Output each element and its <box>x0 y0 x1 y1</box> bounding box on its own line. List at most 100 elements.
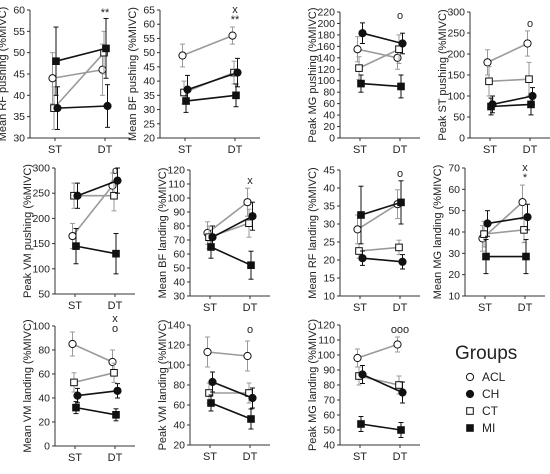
y-tick-label: 300 <box>32 163 50 175</box>
y-tick-label: 60 <box>38 369 50 381</box>
x-tick-label: DT <box>243 302 258 314</box>
series-line <box>77 390 118 397</box>
data-point <box>203 347 212 357</box>
data-point <box>68 231 77 241</box>
series-mi <box>182 83 240 113</box>
data-point <box>48 74 57 83</box>
series-line <box>182 34 233 57</box>
y-tick-label: 90 <box>323 365 335 377</box>
data-point <box>353 225 362 234</box>
series-line <box>55 47 107 62</box>
series-line <box>75 245 117 255</box>
x-tick-label: ST <box>353 144 367 156</box>
series-acl <box>178 26 237 68</box>
y-tick-label: 180 <box>317 29 335 41</box>
data-point <box>73 391 82 400</box>
data-point <box>525 75 533 84</box>
y-tick-label: 20 <box>38 417 50 429</box>
y-tick-label: 0 <box>329 133 335 145</box>
y-tick-label: 150 <box>447 70 465 82</box>
y-tick-label: 80 <box>38 345 50 357</box>
y-tick-label: 45 <box>143 61 155 73</box>
y-tick-label: 20 <box>173 440 185 452</box>
series-mi <box>357 74 405 99</box>
series-line <box>77 179 118 197</box>
y-tick-label: 40 <box>173 277 185 289</box>
data-point <box>353 353 362 363</box>
data-point <box>232 91 240 100</box>
x-tick-label: DT <box>243 451 258 463</box>
series-line <box>57 105 108 109</box>
legend-marker <box>466 407 474 415</box>
significance-marker: o <box>112 165 118 177</box>
y-tick-label: 50 <box>173 263 185 275</box>
y-tick-label: 50 <box>453 112 465 124</box>
data-point <box>355 64 363 72</box>
series-line <box>72 343 113 363</box>
series-line <box>488 78 530 83</box>
legend-marker <box>465 389 475 399</box>
significance-marker: x <box>112 313 118 325</box>
significance-marker: * <box>523 172 528 184</box>
series-acl <box>353 336 402 368</box>
data-point <box>70 378 78 387</box>
series-line <box>487 42 528 64</box>
y-tick-label: 100 <box>317 75 335 87</box>
y-tick-label: 55 <box>143 33 155 45</box>
y-tick-label: 65 <box>143 5 155 17</box>
data-point <box>353 45 362 54</box>
y-tick-label: 20 <box>143 133 155 145</box>
y-tick-label: 20 <box>448 269 460 281</box>
series-ch <box>73 383 122 404</box>
y-tick-label: 45 <box>323 165 335 177</box>
y-axis-label: Mean BF pushing (%MIVC) <box>127 7 139 141</box>
series-acl <box>483 30 532 76</box>
series-line <box>207 351 248 357</box>
chart-panel-2: 20 25 30 35 40 45 50 55 60 65 ST DT Mean BF pushing … <box>127 4 260 156</box>
y-tick-label: 60 <box>173 249 185 261</box>
series-ch <box>358 22 407 55</box>
series-line <box>358 48 400 69</box>
y-tick-label: 20 <box>323 121 335 133</box>
legend-label: CT <box>482 404 499 418</box>
series-line <box>360 82 402 88</box>
y-tick-label: 30 <box>323 219 335 231</box>
significance-marker: x <box>522 162 528 174</box>
data-point <box>243 351 252 361</box>
data-point <box>398 39 407 48</box>
y-tick-label: 70 <box>448 163 460 175</box>
data-point <box>110 191 118 200</box>
chart-panel-9: 0 20 40 60 80 100 ST DT Mean VM landing (%MIVC) o… <box>22 313 135 464</box>
data-point <box>73 191 82 200</box>
series-line <box>212 215 253 238</box>
x-tick-label: DT <box>393 144 408 156</box>
x-tick-label: DT <box>393 302 408 314</box>
legend-item-acl: ACL <box>465 370 506 384</box>
series-line <box>487 216 528 225</box>
chart-panel-4: 0 50 100 150 200 250 300 ST DT Peak ST pushing (%… <box>437 7 550 156</box>
data-point <box>113 176 122 185</box>
y-tick-label: 80 <box>323 87 335 99</box>
y-tick-label: 0 <box>44 441 50 453</box>
legend: Groups ACL CH CT MI <box>455 343 517 435</box>
legend-items: ACL CH CT MI <box>465 370 506 435</box>
legend-item-mi: MI <box>466 421 495 435</box>
y-tick-label: 35 <box>323 201 335 213</box>
series-line <box>210 402 252 420</box>
series-line <box>360 423 402 431</box>
series-ct <box>50 30 108 130</box>
y-axis-label: Mean RF landing (%MIVC) <box>307 167 319 298</box>
data-point <box>228 31 237 40</box>
series-line <box>212 381 253 399</box>
y-tick-label: 110 <box>168 179 185 191</box>
data-point <box>72 242 80 250</box>
data-point <box>523 212 532 222</box>
legend-label: CH <box>482 387 499 401</box>
data-point <box>528 91 537 101</box>
y-tick-label: 80 <box>323 380 335 392</box>
data-point <box>112 411 120 419</box>
data-point <box>208 233 217 242</box>
data-point <box>522 252 530 261</box>
data-point <box>205 389 213 397</box>
data-point <box>247 261 255 269</box>
